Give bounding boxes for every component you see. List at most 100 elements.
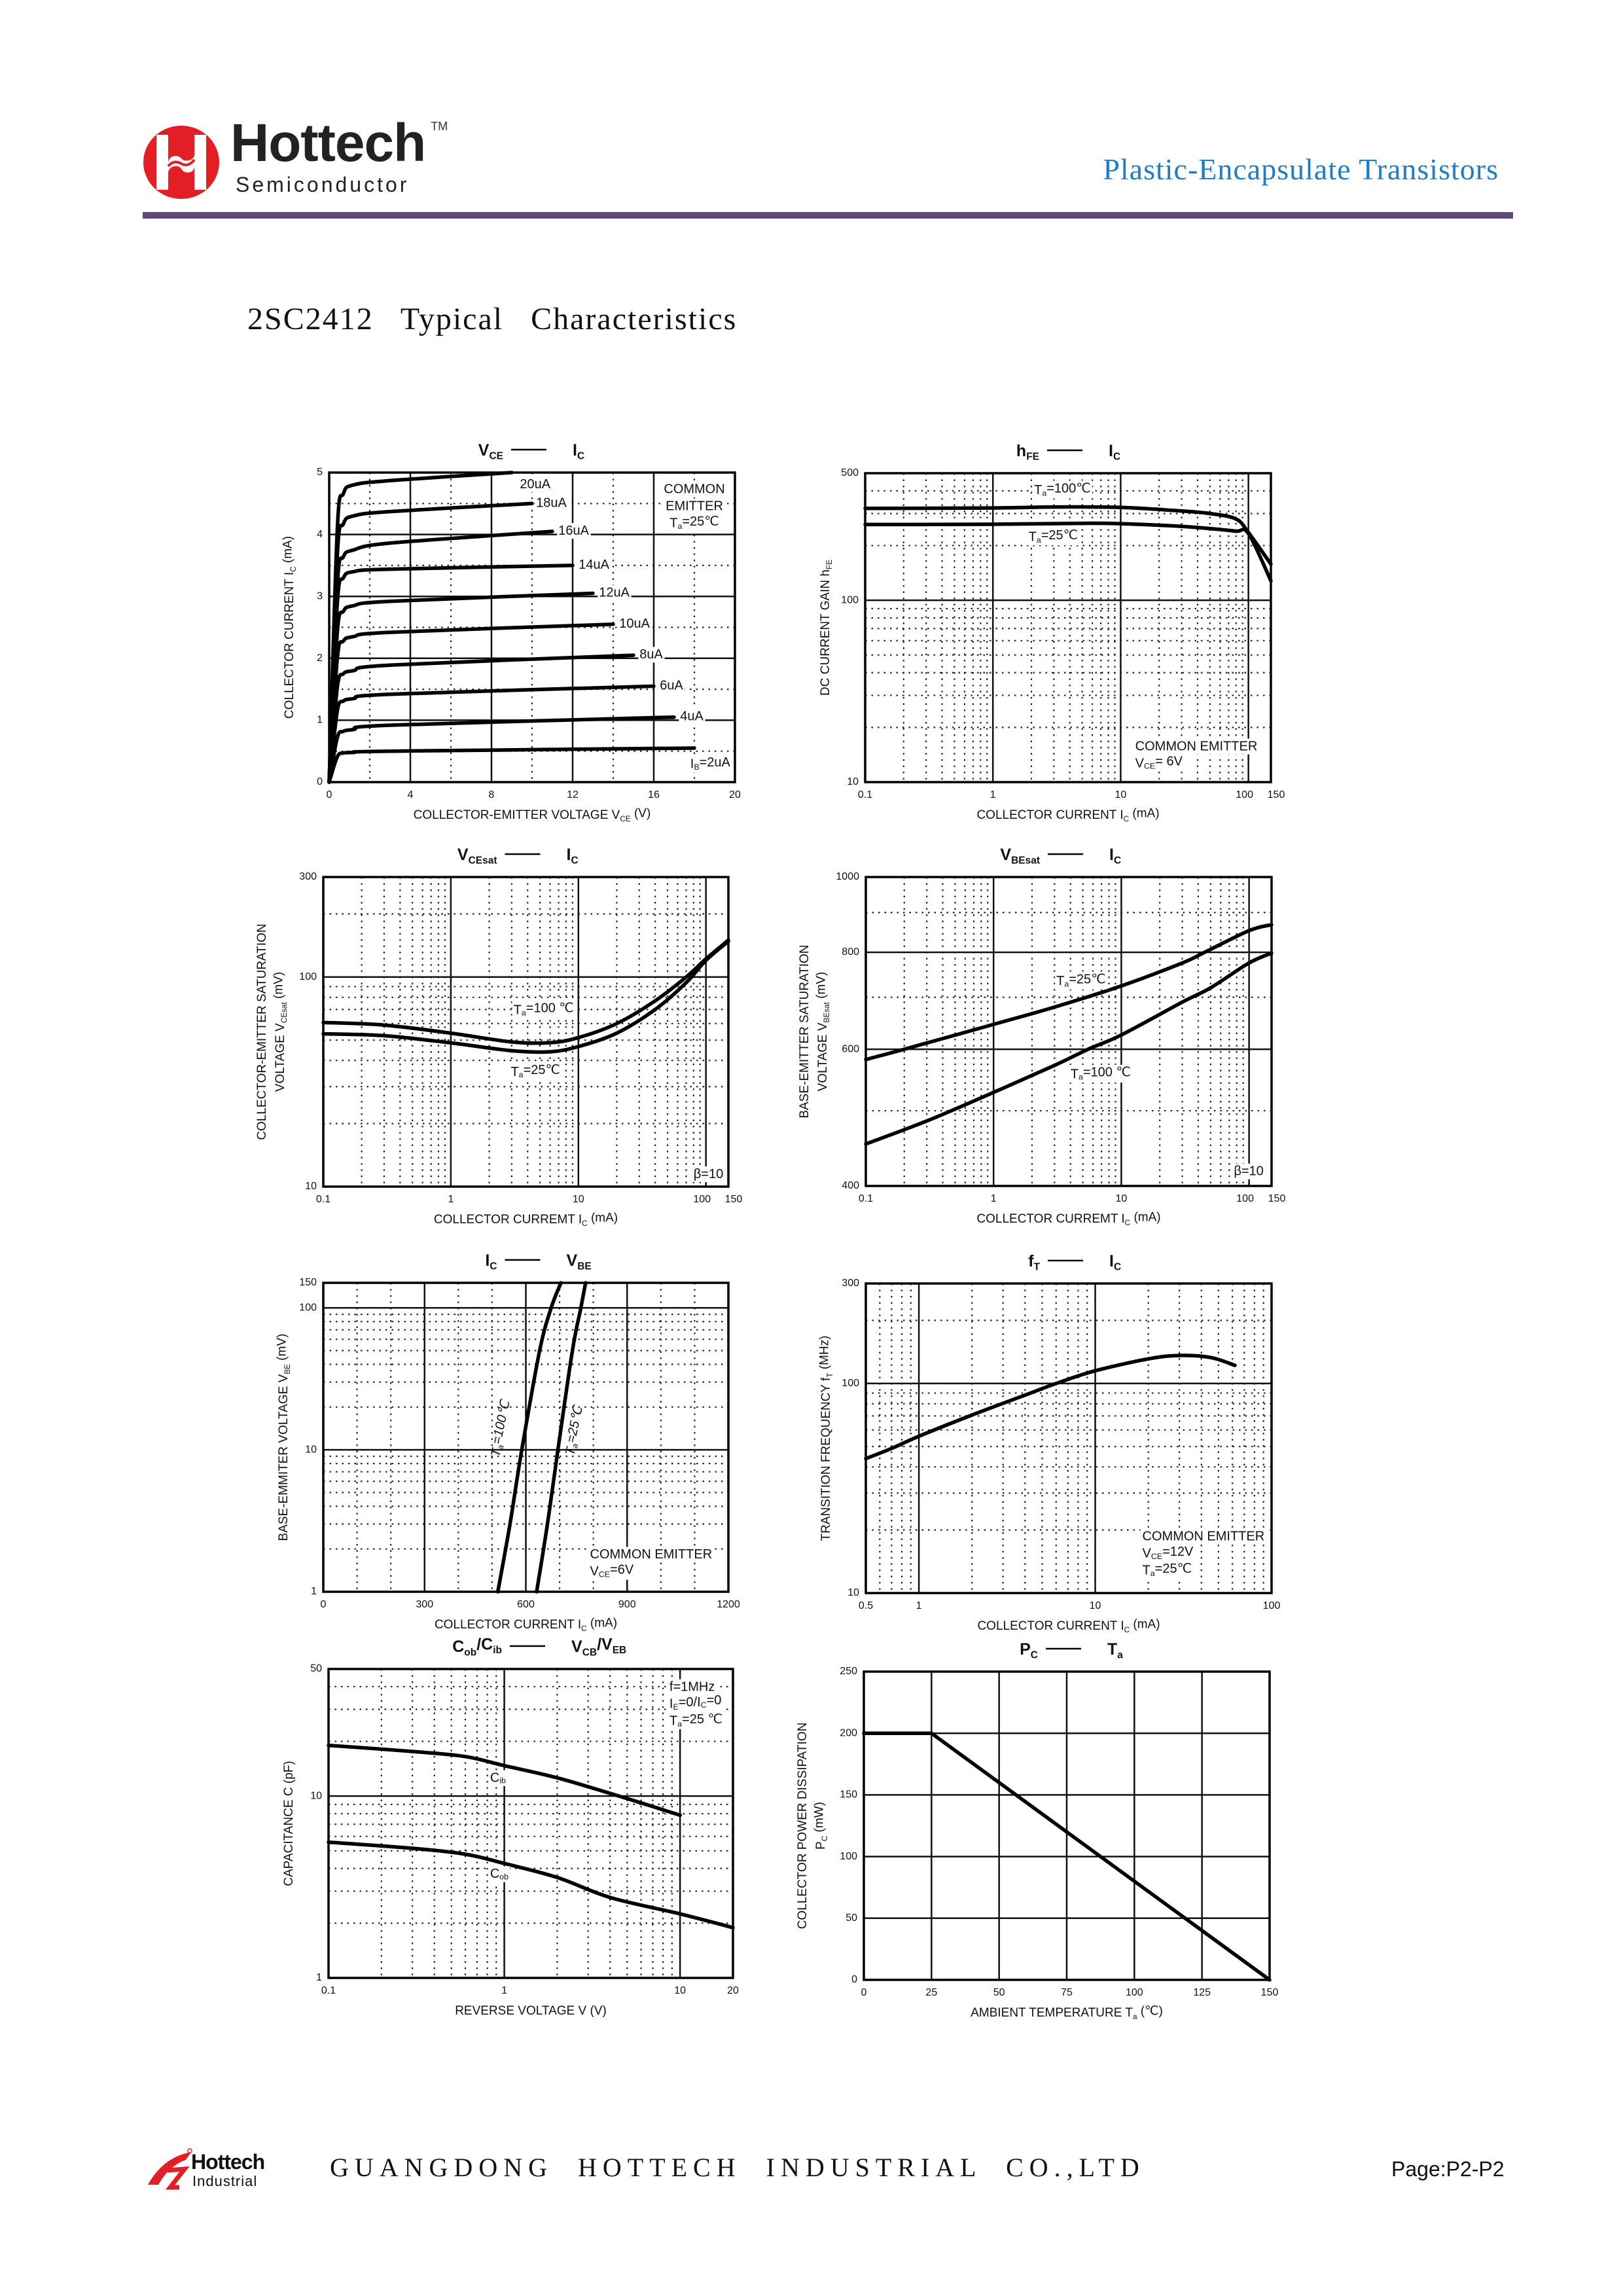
series-curve-6 bbox=[327, 622, 615, 784]
label-background bbox=[667, 1679, 717, 1695]
label-background bbox=[1027, 528, 1080, 546]
y-tick-label: 3 bbox=[317, 590, 323, 601]
subscript: C bbox=[1113, 451, 1120, 462]
chart-title-left: VBEsat bbox=[1000, 846, 1040, 866]
subscript: C bbox=[490, 1261, 497, 1272]
x-tick-label: 0.1 bbox=[316, 1194, 330, 1205]
y-tick-label: 800 bbox=[842, 946, 859, 958]
subscript: E bbox=[673, 1702, 678, 1712]
text-segment: f=1MHz bbox=[669, 1680, 715, 1695]
y-axis-label: PC (mW) bbox=[812, 1802, 829, 1850]
subscript: a bbox=[496, 1444, 506, 1450]
company-name: GUANGDONG HOTTECH INDUSTRIAL CO.,LTD bbox=[330, 2153, 1145, 2182]
subscript: a bbox=[519, 1070, 524, 1079]
x-tick-label: 10 bbox=[1090, 1600, 1101, 1611]
x-tick-label: 100 bbox=[1236, 1193, 1254, 1204]
text-segment: (V) bbox=[631, 806, 651, 820]
chart-8: 0 25 50 75 100 125 150 0 50 100 150 200 250 AMBIENT T… bbox=[796, 1640, 1278, 2021]
text-segment: =6V bbox=[610, 1563, 634, 1577]
text-segment: 14uA bbox=[579, 558, 609, 572]
series-label: Cob bbox=[490, 1867, 508, 1881]
text-segment: (mA) bbox=[1130, 1210, 1160, 1224]
label-background bbox=[512, 1001, 575, 1019]
text-segment: 4uA bbox=[680, 709, 704, 724]
x-axis-label: COLLECTOR CURRENT IC (mA) bbox=[435, 1616, 617, 1633]
text-segment: V bbox=[571, 1638, 582, 1656]
chart-note: β=10 bbox=[1234, 1164, 1263, 1179]
y-tick-label: 250 bbox=[840, 1666, 857, 1677]
chart-title-left: IC bbox=[485, 1251, 497, 1272]
subscript: a bbox=[522, 1009, 526, 1018]
text-segment: REVERSE VOLTAGE V (V) bbox=[455, 2004, 607, 2018]
plot-frame bbox=[865, 876, 1273, 1187]
text-segment: COLLECTOR CURRENT I bbox=[435, 1618, 581, 1632]
series-curve-9 bbox=[327, 715, 676, 784]
x-axis-label: COLLECTOR CURRENT IC (mA) bbox=[977, 1617, 1160, 1634]
text-segment: =25℃ bbox=[682, 514, 719, 529]
y-tick-label: 10 bbox=[305, 1444, 317, 1455]
text-segment: (mA) bbox=[1130, 1617, 1160, 1631]
chart-title-left: VCEsat bbox=[457, 846, 497, 866]
y-axis-label: BASE-EMMITER VOLTAGE VBE (mV) bbox=[275, 1334, 292, 1541]
subscript: C bbox=[289, 566, 298, 572]
series-curve-7 bbox=[327, 653, 635, 784]
hottech-industrial-logo-icon: Hottech Industrial bbox=[148, 2148, 265, 2190]
label-background bbox=[509, 1062, 562, 1081]
chart-title-left: hFE bbox=[1016, 442, 1039, 462]
x-tick-label: 100 bbox=[1263, 1600, 1281, 1611]
subscript: a bbox=[1042, 489, 1046, 498]
subscript: C bbox=[701, 1700, 707, 1710]
subscript: C bbox=[577, 450, 584, 461]
subscript: CEsat bbox=[280, 1002, 289, 1024]
text-segment: (mA) bbox=[281, 536, 294, 566]
part-number: 2SC2412 bbox=[247, 302, 374, 336]
subscript: ob bbox=[464, 1647, 476, 1658]
text-segment: T bbox=[1056, 974, 1064, 988]
text-segment: =0/I bbox=[679, 1695, 701, 1710]
text-segment: 16uA bbox=[558, 524, 589, 538]
label-background bbox=[557, 523, 591, 539]
y-tick-label: 10 bbox=[310, 1790, 322, 1801]
series-label: 16uA bbox=[558, 524, 589, 538]
y-tick-label: 10 bbox=[847, 776, 859, 787]
subscript: CE bbox=[1144, 762, 1155, 771]
series-curve-1 bbox=[495, 1281, 563, 1594]
y-tick-label: 300 bbox=[842, 1278, 859, 1289]
series-label: 14uA bbox=[579, 558, 609, 572]
text-segment: =100 ℃ bbox=[526, 1001, 574, 1016]
y-tick-label: 10 bbox=[847, 1587, 859, 1598]
label-background bbox=[1140, 1561, 1194, 1579]
x-tick-label: 0.1 bbox=[859, 1193, 873, 1204]
y-axis-label: VOLTAGE VBEsat (mV) bbox=[814, 972, 831, 1092]
x-tick-label: 0 bbox=[861, 1987, 867, 1998]
subscript: BEsat bbox=[823, 1001, 831, 1022]
subscript: CE bbox=[489, 450, 503, 461]
y-tick-label: 1 bbox=[317, 715, 323, 726]
text-segment: COLLECTOR CURRENT I bbox=[976, 808, 1123, 822]
text-segment: P bbox=[814, 1841, 828, 1850]
text-segment: =2uA bbox=[700, 755, 731, 770]
series-label: 12uA bbox=[599, 586, 630, 600]
label-background bbox=[662, 481, 727, 497]
subscript: a bbox=[1037, 535, 1041, 545]
text-segment: =25℃ bbox=[1041, 528, 1078, 543]
y-tick-label: 500 bbox=[841, 467, 859, 478]
text-segment: /C bbox=[476, 1636, 493, 1654]
text-segment: T bbox=[669, 1714, 677, 1729]
text-segment: VOLTAGE V bbox=[816, 1022, 830, 1091]
text-segment: I bbox=[1109, 846, 1114, 864]
label-background bbox=[1140, 1528, 1267, 1545]
plot-frame bbox=[322, 876, 730, 1188]
chart-note: COMMON EMITTER bbox=[1135, 740, 1258, 754]
y-tick-label: 300 bbox=[299, 871, 317, 882]
text-segment: DC CURRENT GAIN h bbox=[819, 569, 832, 696]
chart-title-left: PC bbox=[1020, 1640, 1038, 1660]
label-background bbox=[535, 495, 569, 511]
text-segment: CAPACITANCE C (pF) bbox=[282, 1761, 296, 1886]
text-segment: C bbox=[452, 1638, 464, 1656]
text-segment: V bbox=[590, 1564, 599, 1579]
series-curve-2 bbox=[863, 521, 1273, 583]
y-axis-label: TRANSITION FREQUENCY fT (MHz) bbox=[817, 1335, 834, 1541]
series-curve-8 bbox=[327, 684, 656, 784]
